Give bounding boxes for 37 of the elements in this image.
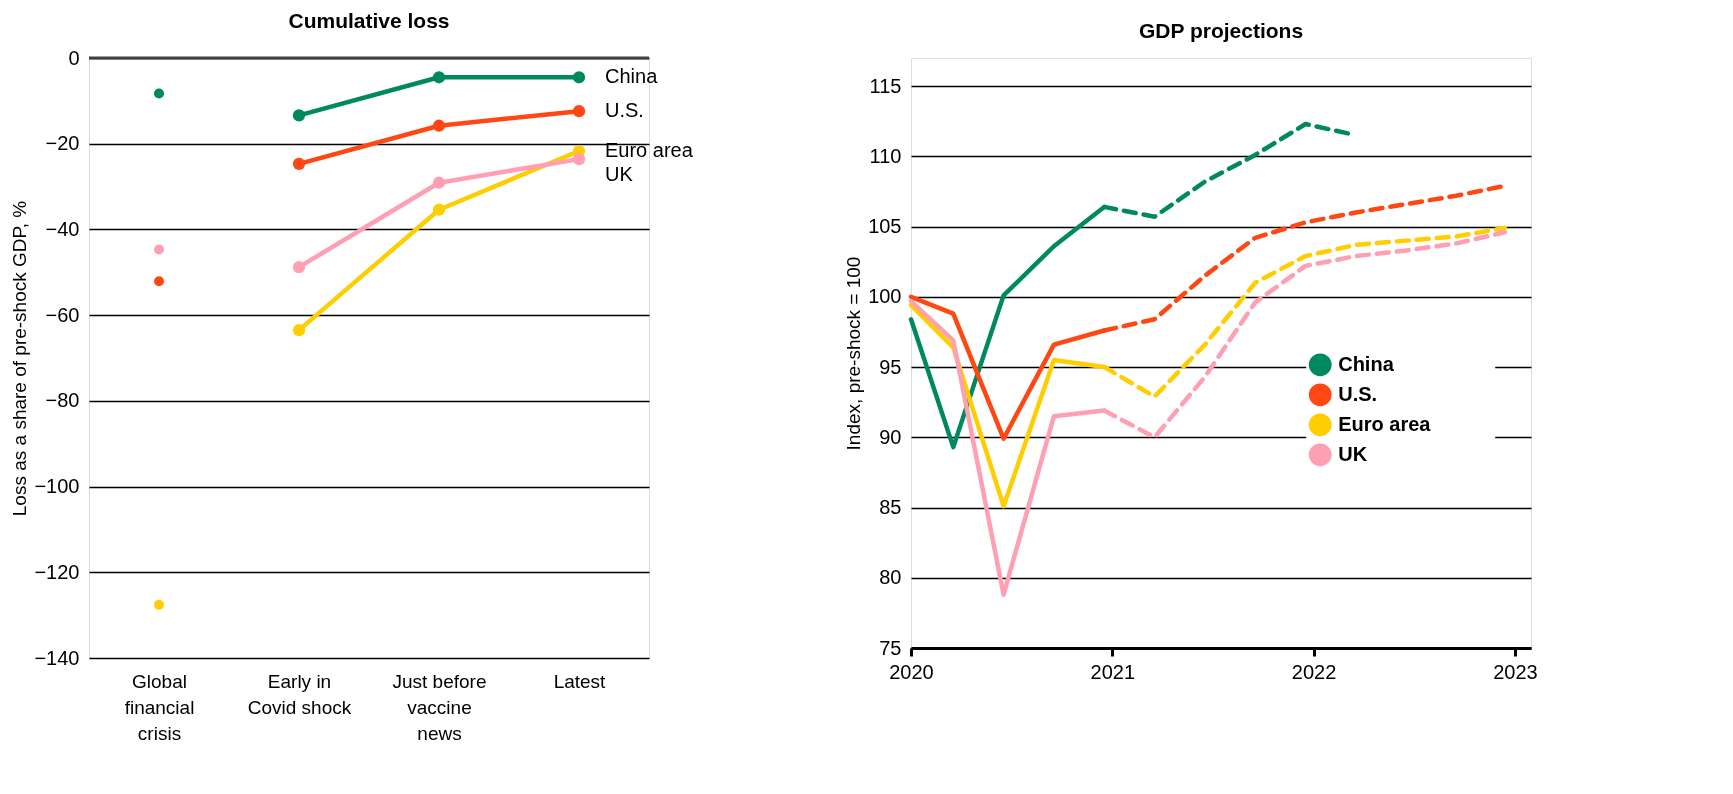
x-tick-label: 2022 xyxy=(1291,660,1337,683)
x-tick-label: Latest xyxy=(553,670,607,692)
y-tick-label: −60 xyxy=(45,303,80,326)
y-tick-label: −80 xyxy=(45,389,80,412)
y-tick-label: 115 xyxy=(869,74,902,97)
y-tick-label: 80 xyxy=(879,566,902,589)
y-tick-label: 90 xyxy=(879,425,902,448)
y-tick-label: −100 xyxy=(34,475,80,498)
series-label: U.S. xyxy=(605,99,644,122)
y-tick-label: 95 xyxy=(879,355,902,378)
y-tick-label: −40 xyxy=(45,217,80,240)
x-tick-label: Early in Covid shock xyxy=(247,670,352,718)
y-tick-label: 105 xyxy=(868,215,902,238)
y-axis-title: Index, pre-shock = 100 xyxy=(843,256,865,451)
x-tick-label: 2020 xyxy=(889,660,934,683)
y-tick-label: −20 xyxy=(45,132,80,155)
y-tick-label: 0 xyxy=(68,46,80,69)
series-label: UK xyxy=(605,163,634,185)
x-tick-label: Global financial crisis xyxy=(124,670,195,744)
x-tick-label: 2023 xyxy=(1493,660,1538,683)
y-tick-label: −140 xyxy=(34,646,80,669)
chart-title: GDP projections xyxy=(1138,19,1304,42)
y-axis-title: Loss as a share of pre-shock GDP, % xyxy=(9,200,31,517)
y-tick-label: −120 xyxy=(34,560,80,583)
y-tick-label: 75 xyxy=(879,636,902,659)
x-tick-label: Just before vaccine news xyxy=(392,670,487,744)
y-tick-label: 85 xyxy=(879,496,902,519)
y-tick-label: 100 xyxy=(868,285,902,308)
x-tick-label: 2021 xyxy=(1090,660,1136,683)
legend-label: Euro area xyxy=(1338,412,1432,435)
series-label: Euro area xyxy=(605,139,694,161)
series-label: China xyxy=(605,65,659,88)
y-tick-label: 110 xyxy=(869,144,902,167)
legend-label: U.S. xyxy=(1338,382,1378,405)
legend-label: China xyxy=(1338,352,1395,375)
legend-label: UK xyxy=(1338,442,1368,465)
chart-title: Cumulative loss xyxy=(288,9,450,32)
